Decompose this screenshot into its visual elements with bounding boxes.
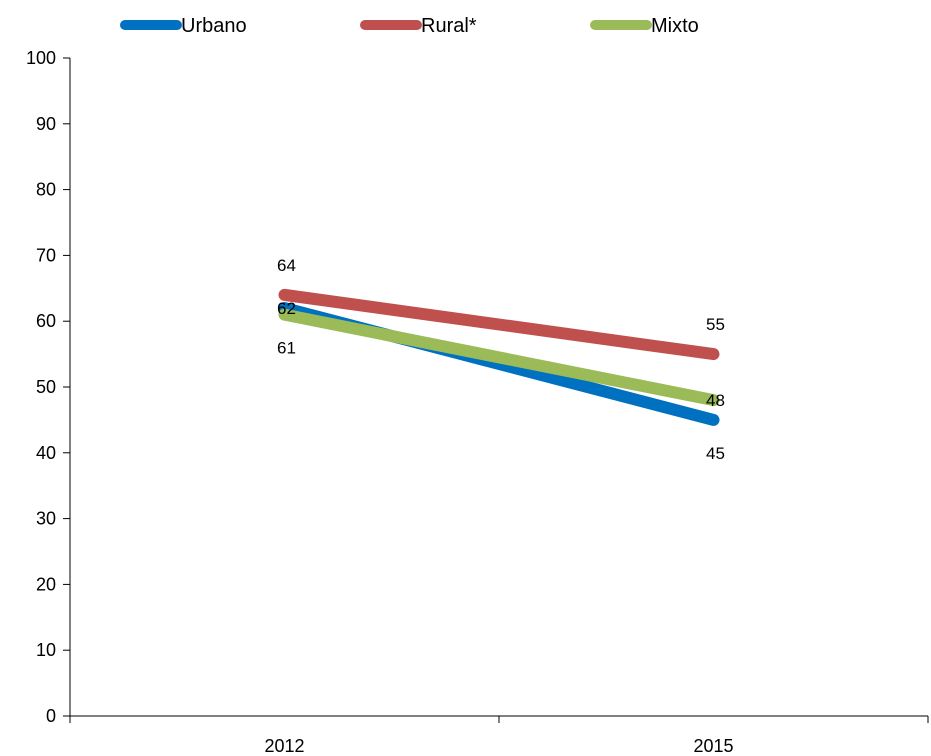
axes	[69, 58, 928, 717]
y-tick-label: 50	[36, 377, 56, 397]
y-tick-label: 80	[36, 180, 56, 200]
legend-label: Rural*	[421, 15, 477, 37]
legend: Urbano Rural* Mixto	[120, 15, 699, 37]
y-tick-label: 90	[36, 114, 56, 134]
data-label: 61	[277, 339, 296, 358]
y-tick-label: 70	[36, 245, 56, 265]
y-tick-label: 0	[46, 706, 56, 726]
x-tick-label: 2012	[264, 736, 304, 756]
data-label: 62	[277, 299, 296, 318]
y-tick-label: 40	[36, 443, 56, 463]
data-labels: 62 64 61 45 55 48	[277, 256, 725, 463]
data-label: 55	[706, 315, 725, 334]
y-tick-label: 30	[36, 509, 56, 529]
series-line-mixto	[278, 308, 720, 407]
y-tick-label: 20	[36, 574, 56, 594]
data-label: 48	[706, 391, 725, 410]
legend-label: Mixto	[651, 15, 699, 37]
series-line-rural	[278, 288, 720, 361]
data-label: 45	[706, 444, 725, 463]
series-lines	[278, 288, 720, 426]
y-tick-label: 100	[26, 48, 56, 68]
data-label: 64	[277, 256, 296, 275]
y-tick-label: 60	[36, 311, 56, 331]
x-ticks: 2012 2015	[69, 716, 929, 756]
legend-label: Urbano	[181, 15, 247, 37]
x-tick-label: 2015	[693, 736, 733, 756]
y-tick-label: 10	[36, 640, 56, 660]
y-ticks: 0 10 20 30 40 50 60 70 80 90 100	[26, 48, 70, 726]
